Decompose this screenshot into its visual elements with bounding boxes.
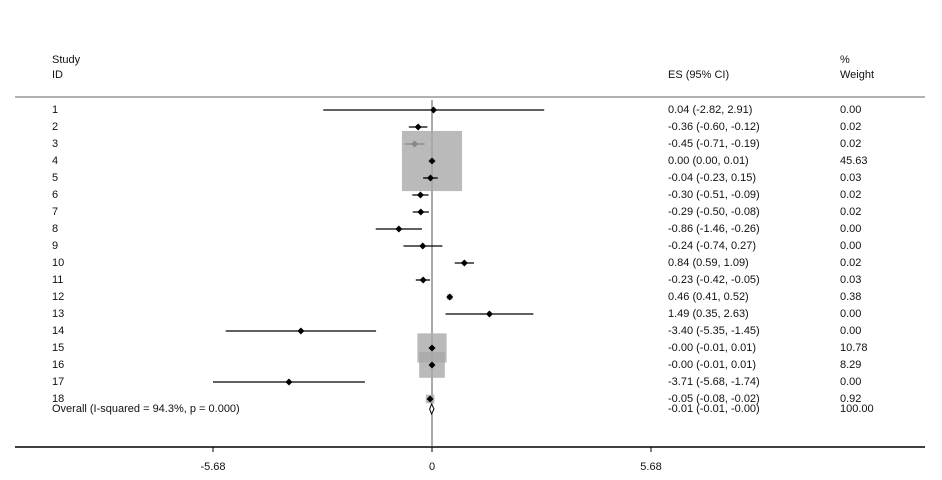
- es-point: [416, 191, 424, 199]
- weight-label: 0.00: [840, 308, 861, 320]
- es-label: 0.46 (0.41, 0.52): [668, 291, 749, 303]
- header-weight: Weight: [840, 69, 874, 81]
- es-label: -3.71 (-5.68, -1.74): [668, 376, 760, 388]
- weight-label: 45.63: [840, 155, 868, 167]
- study-label: 15: [52, 342, 64, 354]
- study-label: 9: [52, 240, 58, 252]
- study-label: 4: [52, 155, 58, 167]
- study-label: 3: [52, 138, 58, 150]
- es-label: -0.00 (-0.01, 0.01): [668, 359, 756, 371]
- weight-label: 0.02: [840, 189, 861, 201]
- study-label: 10: [52, 257, 64, 269]
- study-label: 6: [52, 189, 58, 201]
- study-label: 7: [52, 206, 58, 218]
- weight-label: 0.00: [840, 223, 861, 235]
- es-label: -0.00 (-0.01, 0.01): [668, 342, 756, 354]
- es-label: -0.36 (-0.60, -0.12): [668, 121, 760, 133]
- es-label: 0.04 (-2.82, 2.91): [668, 104, 752, 116]
- header-es: ES (95% CI): [668, 69, 729, 81]
- es-point: [446, 293, 454, 301]
- es-point: [426, 174, 434, 182]
- study-label: 17: [52, 376, 64, 388]
- es-point: [428, 361, 436, 369]
- study-label: 2: [52, 121, 58, 133]
- es-point: [430, 106, 438, 114]
- weight-label: 0.00: [840, 325, 861, 337]
- es-point: [417, 208, 425, 216]
- weight-label: 0.92: [840, 393, 861, 405]
- es-label: 1.49 (0.35, 2.63): [668, 308, 749, 320]
- weight-label: 0.03: [840, 274, 861, 286]
- es-label: -0.29 (-0.50, -0.08): [668, 206, 760, 218]
- es-point: [395, 225, 403, 233]
- weight-label: 0.00: [840, 240, 861, 252]
- header-id: ID: [52, 69, 63, 81]
- weight-label: 0.00: [840, 376, 861, 388]
- weight-label: 0.03: [840, 172, 861, 184]
- header-pct: %: [840, 54, 850, 66]
- study-label: 13: [52, 308, 64, 320]
- study-label: 1: [52, 104, 58, 116]
- es-point: [426, 395, 434, 403]
- es-label: -0.04 (-0.23, 0.15): [668, 172, 756, 184]
- study-label: 14: [52, 325, 64, 337]
- weight-label: 8.29: [840, 359, 861, 371]
- weight-label: 0.02: [840, 257, 861, 269]
- es-label: -0.24 (-0.74, 0.27): [668, 240, 756, 252]
- es-point: [428, 344, 436, 352]
- es-label: -3.40 (-5.35, -1.45): [668, 325, 760, 337]
- es-point: [297, 327, 305, 335]
- es-point: [419, 276, 427, 284]
- study-label: 11: [52, 274, 63, 286]
- es-point: [285, 378, 293, 386]
- es-label: -0.01 (-0.01, -0.00): [668, 403, 760, 415]
- header-study: Study: [52, 54, 81, 66]
- study-label: 16: [52, 359, 64, 371]
- study-label: 5: [52, 172, 58, 184]
- es-point: [414, 123, 422, 131]
- study-label: 18: [52, 393, 64, 405]
- overall-diamond: [429, 402, 435, 416]
- study-label: 8: [52, 223, 58, 235]
- es-point: [485, 310, 493, 318]
- weight-label: 100.00: [840, 403, 874, 415]
- weight-label: 0.00: [840, 104, 861, 116]
- es-label: -0.45 (-0.71, -0.19): [668, 138, 760, 150]
- es-point: [428, 157, 436, 165]
- x-tick-label: 5.68: [640, 461, 661, 473]
- study-label: Overall (I-squared = 94.3%, p = 0.000): [52, 403, 240, 415]
- study-label: 12: [52, 291, 64, 303]
- es-label: 0.00 (0.00, 0.01): [668, 155, 749, 167]
- es-point: [419, 242, 427, 250]
- es-point: [460, 259, 468, 267]
- weight-label: 0.02: [840, 121, 861, 133]
- weight-label: 10.78: [840, 342, 868, 354]
- es-label: -0.05 (-0.08, -0.02): [668, 393, 760, 405]
- es-label: -0.86 (-1.46, -0.26): [668, 223, 760, 235]
- weight-label: 0.38: [840, 291, 861, 303]
- es-label: -0.23 (-0.42, -0.05): [668, 274, 760, 286]
- es-label: -0.30 (-0.51, -0.09): [668, 189, 760, 201]
- weight-label: 0.02: [840, 138, 861, 150]
- x-tick-label: 0: [429, 461, 435, 473]
- x-tick-label: -5.68: [200, 461, 225, 473]
- es-label: 0.84 (0.59, 1.09): [668, 257, 749, 269]
- weight-label: 0.02: [840, 206, 861, 218]
